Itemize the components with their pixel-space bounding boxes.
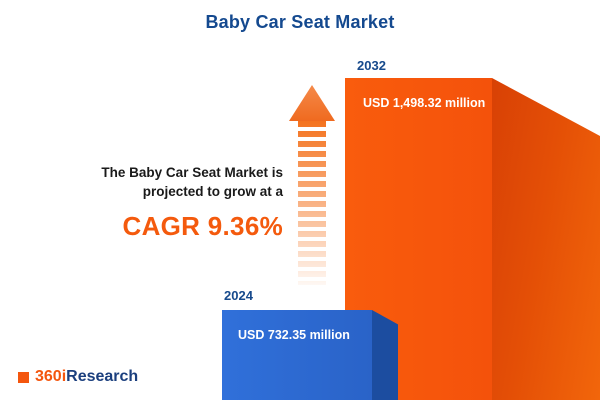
cagr-value: CAGR 9.36% [122,211,283,241]
bar-2032-side-face [492,78,600,400]
growth-arrow-icon [289,85,335,121]
logo-text: 360iResearch [35,368,138,386]
bar-2032-value-label: USD 1,498.32 million [363,96,486,110]
annotation-line-1: The Baby Car Seat Market is [101,165,283,180]
logo-text-suffix: Research [66,368,139,385]
bar-2024-value-label: USD 732.35 million [238,328,350,342]
bar-2032-year-label: 2032 [357,58,386,73]
annotation-line-2: projected to grow at a [142,184,283,199]
brand-logo: 360iResearch [18,368,138,386]
bar-2024-side-face [372,310,398,400]
growth-arrow-fade [298,121,326,285]
logo-text-prefix: 360i [35,368,67,385]
annotation-block: The Baby Car Seat Market is projected to… [30,163,283,242]
chart-title: Baby Car Seat Market [205,12,395,32]
bar-2024-year-label: 2024 [224,288,253,303]
logo-square-icon [18,371,29,383]
bar-2024 [222,310,372,400]
